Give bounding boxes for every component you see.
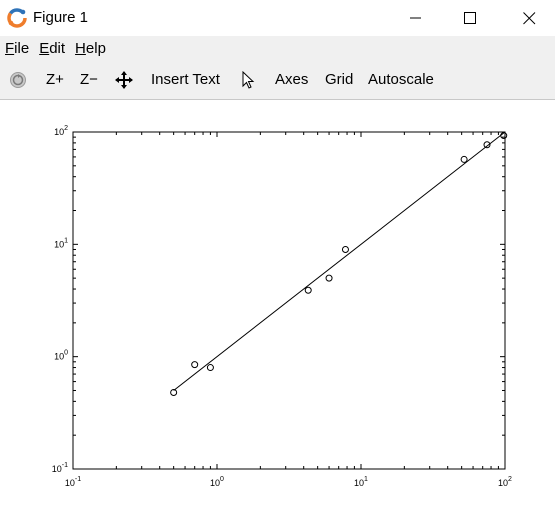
select-arrow-icon[interactable] [240, 71, 258, 89]
toolbar: Z+ Z− Insert Text Axes Grid Autoscale [0, 61, 555, 100]
fit-line [173, 131, 506, 391]
zoom-out-button[interactable]: Z− [80, 71, 98, 88]
title-bar: Figure 1 [0, 0, 555, 36]
menu-edit[interactable]: Edit [39, 40, 66, 57]
window-title: Figure 1 [33, 9, 89, 26]
autoscale-button[interactable]: Autoscale [368, 71, 434, 88]
data-point [325, 274, 333, 282]
axes-button[interactable]: Axes [275, 71, 309, 88]
minimize-icon [410, 17, 421, 19]
y-tick-label: 100 [54, 350, 68, 362]
x-tick-label: 101 [354, 476, 368, 488]
data-point [341, 245, 349, 253]
close-icon [522, 11, 535, 24]
x-tick-label: 102 [498, 476, 512, 488]
data-point [191, 361, 199, 369]
y-tick-label: 10-1 [52, 462, 68, 474]
x-tick-label: 10-1 [65, 476, 81, 488]
plot-svg: 10-1 100 101 102 10-1 100 101 102 [52, 125, 512, 488]
y-tick-label: 102 [54, 125, 68, 137]
close-button[interactable] [506, 0, 552, 36]
x-tick-label: 100 [210, 476, 224, 488]
maximize-icon [463, 11, 476, 24]
grid-button[interactable]: Grid [325, 71, 354, 88]
figure-canvas[interactable]: 10-1 100 101 102 10-1 100 101 102 [0, 100, 555, 514]
data-point [304, 286, 312, 294]
data-point [500, 132, 508, 140]
menu-help[interactable]: Help [75, 40, 106, 57]
maximize-button[interactable] [447, 0, 493, 36]
octave-logo-icon [7, 8, 27, 28]
data-point [170, 388, 178, 396]
data-point [483, 141, 491, 149]
menu-file[interactable]: File [5, 40, 30, 57]
insert-text-button[interactable]: Insert Text [151, 71, 220, 88]
pan-icon[interactable] [115, 71, 133, 89]
minimize-button[interactable] [393, 0, 439, 36]
menu-bar: File Edit Help [0, 36, 555, 61]
y-tick-label: 101 [54, 237, 68, 249]
data-point [460, 155, 468, 163]
zoom-in-button[interactable]: Z+ [46, 71, 64, 88]
rotate-icon[interactable] [9, 71, 27, 89]
data-point [206, 364, 214, 372]
